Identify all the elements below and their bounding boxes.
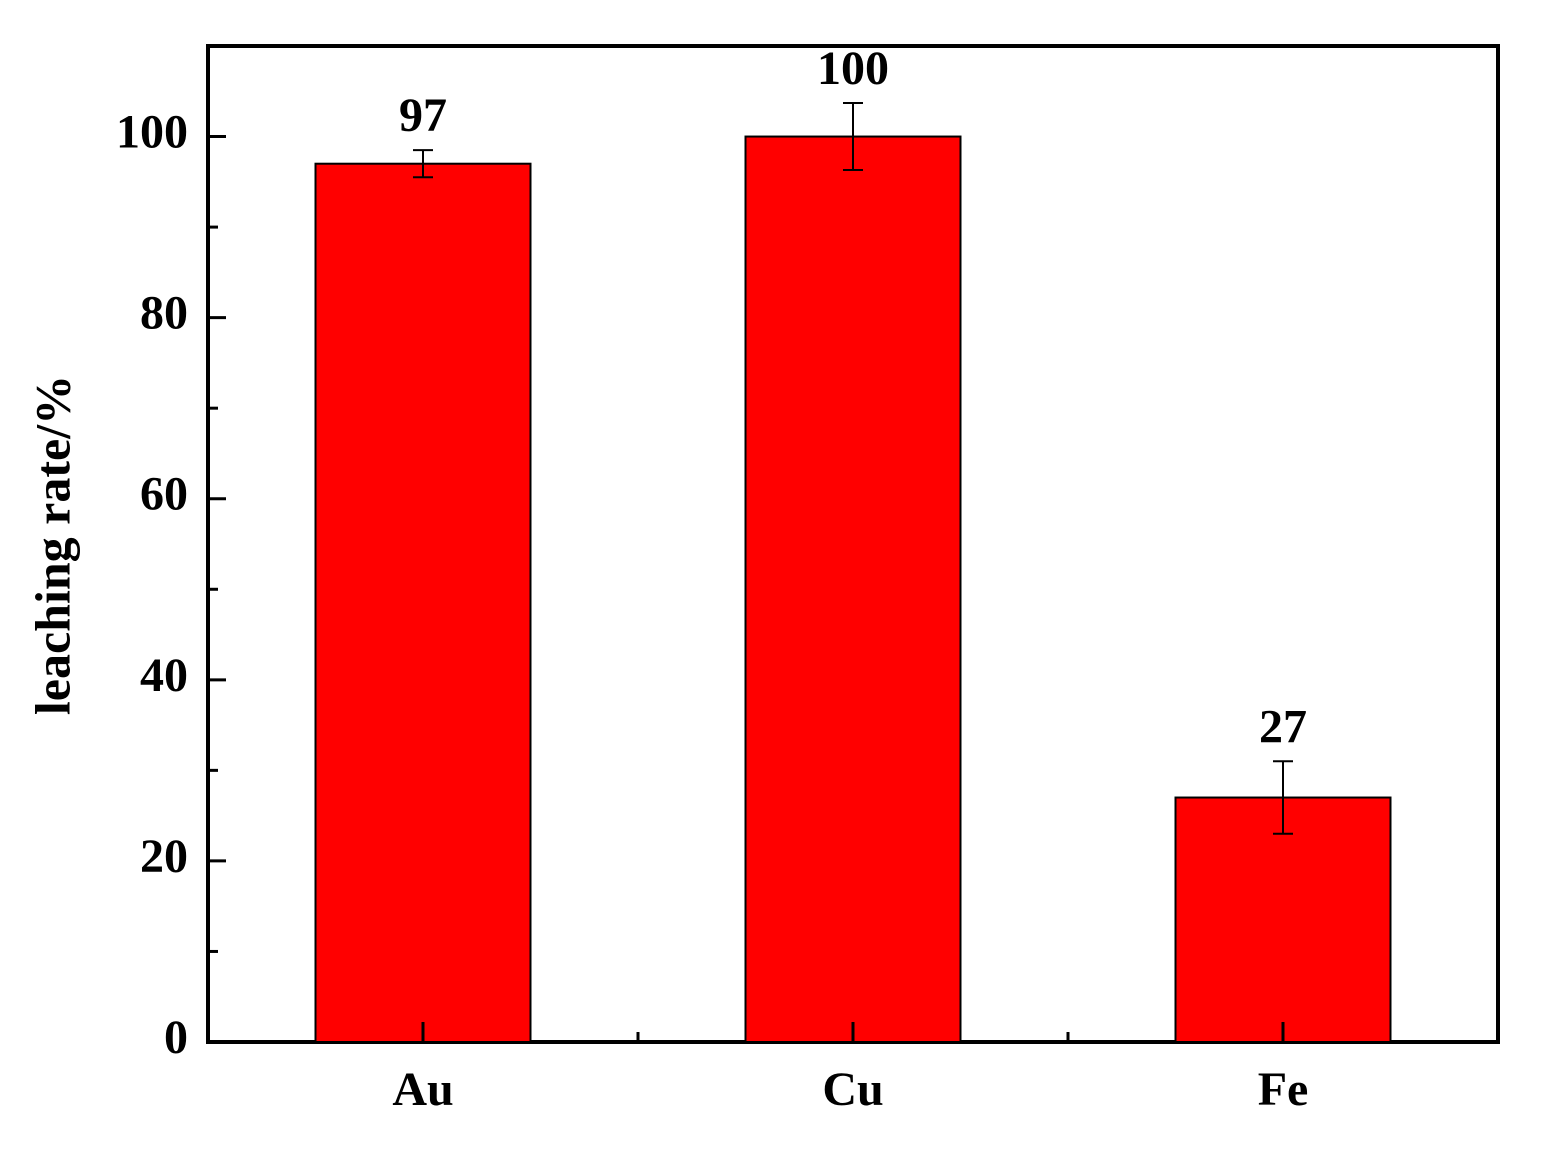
y-tick-label: 60 [140,468,188,521]
y-tick-label: 80 [140,287,188,340]
x-tick-label: Cu [822,1063,883,1116]
y-tick-label: 100 [116,106,188,159]
x-tick-label: Au [392,1063,453,1116]
data-label: 97 [399,89,447,142]
data-label: 27 [1259,700,1307,753]
y-axis-label: leaching rate/% [24,375,80,715]
bar [744,135,962,1043]
y-tick-label: 0 [164,1011,188,1064]
y-tick-label: 20 [140,830,188,883]
y-tick-label: 40 [140,649,188,702]
bar [314,162,532,1043]
data-label: 100 [817,42,889,95]
x-tick-label: Fe [1258,1063,1309,1116]
